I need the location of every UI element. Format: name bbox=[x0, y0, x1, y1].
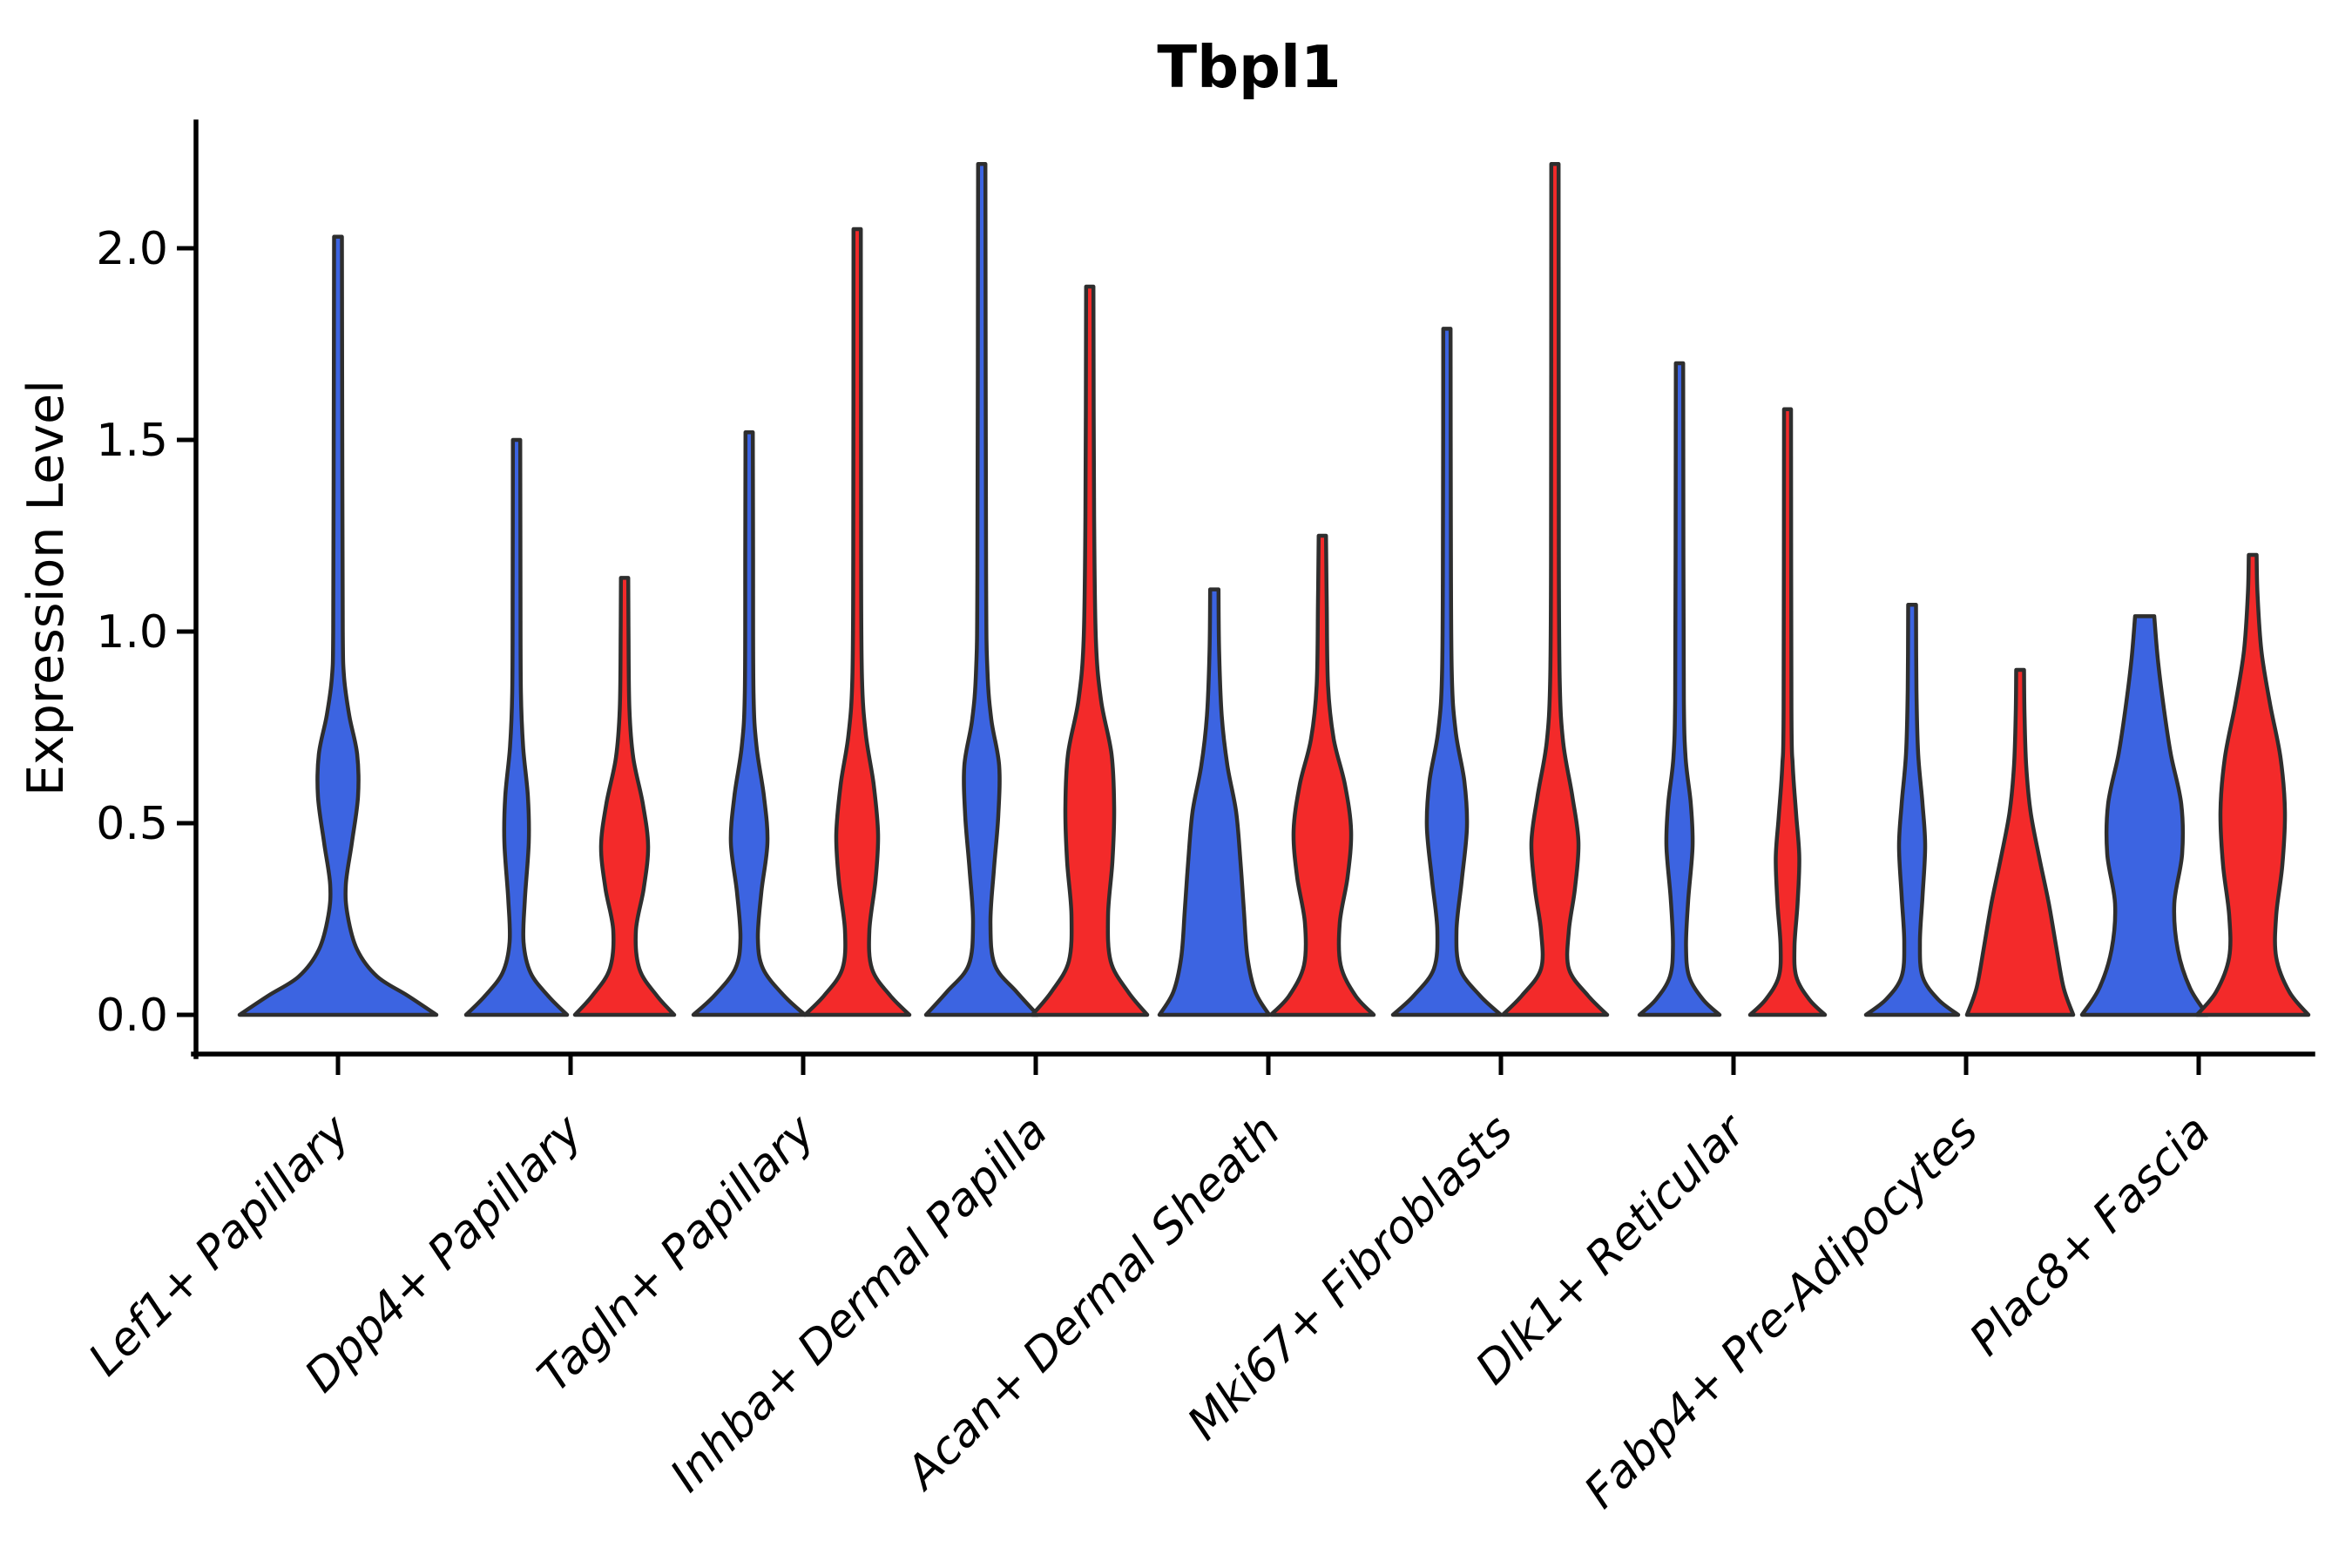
violin-fabp4-pre-adipocytes-red bbox=[1964, 667, 2076, 1017]
violin-acan-dermal-sheath-red bbox=[1268, 533, 1376, 1017]
violin-fabp4-pre-adipocytes-blue bbox=[1863, 602, 1961, 1017]
plot-title: Tbpl1 bbox=[1157, 33, 1341, 101]
violin-acan-dermal-sheath-blue bbox=[1157, 587, 1272, 1017]
y-tick-label-2.0: 2.0 bbox=[96, 223, 168, 275]
violin-tagln-papillary-blue bbox=[691, 429, 808, 1017]
y-tick-label-1.0: 1.0 bbox=[96, 606, 168, 659]
violin-dlk1-reticular-blue bbox=[1637, 361, 1722, 1017]
violin-mki67-fibroblasts-blue bbox=[1390, 327, 1504, 1017]
violins-layer bbox=[237, 161, 2311, 1017]
violin-dpp4-papillary-red bbox=[572, 576, 677, 1017]
violin-plac8-fascia-blue bbox=[2079, 614, 2210, 1017]
y-axis-label: Expression Level bbox=[17, 380, 75, 796]
violin-inhba-dermal-papilla-blue bbox=[923, 161, 1040, 1017]
violin-dpp4-papillary-blue bbox=[463, 437, 570, 1017]
violin-tagln-papillary-red bbox=[802, 226, 912, 1017]
violin-lef1-papillary-blue bbox=[237, 234, 439, 1017]
violin-dlk1-reticular-red bbox=[1747, 407, 1828, 1017]
y-tick-label-0.5: 0.5 bbox=[96, 798, 168, 850]
violin-plac8-fascia-red bbox=[2194, 552, 2311, 1017]
violin-inhba-dermal-papilla-red bbox=[1030, 284, 1150, 1017]
violin-mki67-fibroblasts-red bbox=[1500, 161, 1610, 1017]
y-axis-ticks: 0.0 0.5 1.0 1.5 2.0 bbox=[96, 223, 196, 1042]
y-tick-label-1.5: 1.5 bbox=[96, 415, 168, 467]
y-tick-label-0.0: 0.0 bbox=[96, 990, 168, 1042]
